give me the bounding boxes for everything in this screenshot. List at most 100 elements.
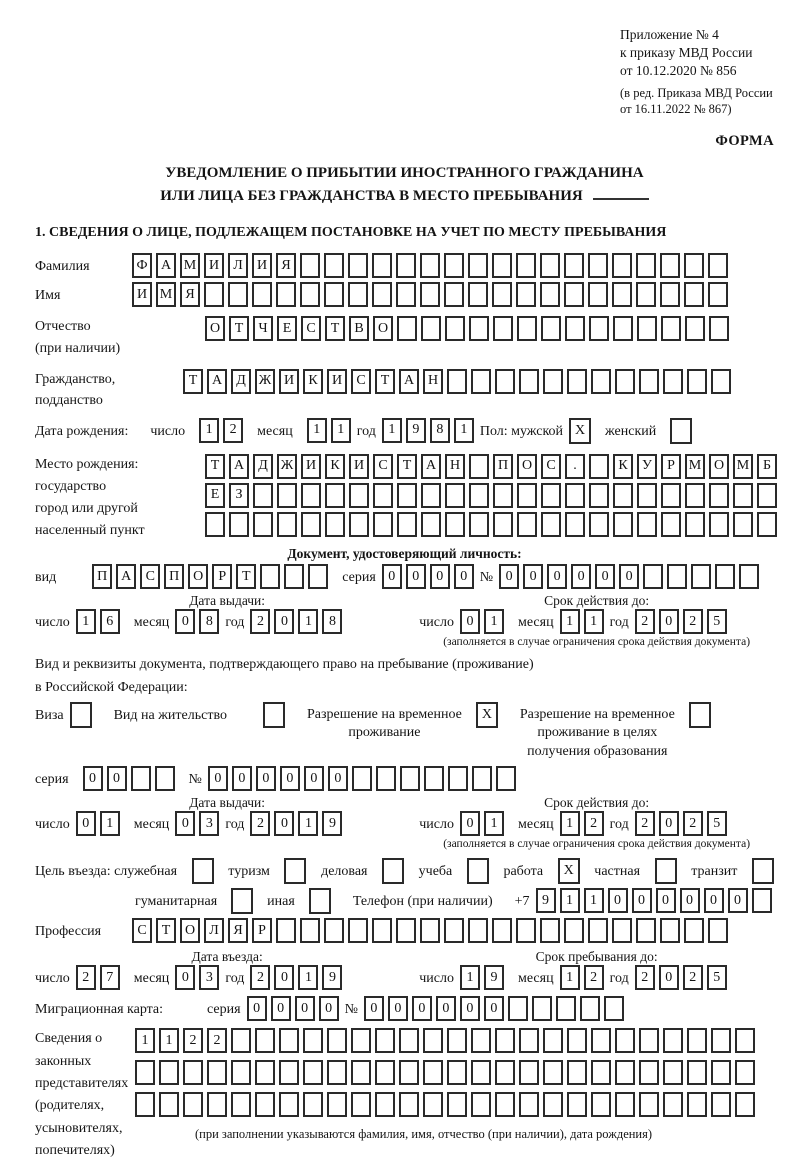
form-cell[interactable] [492, 918, 512, 944]
form-cell[interactable] [637, 316, 657, 342]
form-cell[interactable] [420, 282, 440, 308]
form-cell[interactable] [613, 482, 633, 508]
form-cell[interactable] [615, 1092, 635, 1118]
form-cell[interactable] [541, 482, 561, 508]
form-cell[interactable]: И [132, 282, 152, 308]
form-cell[interactable]: 1 [159, 1028, 179, 1054]
form-cell[interactable] [708, 918, 728, 944]
form-cell[interactable] [567, 368, 587, 394]
form-cell[interactable] [613, 511, 633, 537]
form-cell[interactable] [688, 701, 711, 728]
form-cell[interactable]: 2 [250, 965, 271, 991]
form-cell[interactable] [660, 282, 680, 308]
form-cell[interactable] [709, 511, 729, 537]
form-cell[interactable] [373, 511, 393, 537]
form-cell[interactable]: 6 [99, 609, 120, 635]
form-cell[interactable] [751, 888, 772, 914]
form-cell[interactable]: 0 [435, 996, 456, 1022]
form-cell[interactable]: 0 [459, 996, 480, 1022]
form-cell[interactable]: К [325, 453, 345, 479]
form-cell[interactable]: О [709, 453, 729, 479]
form-cell[interactable] [135, 1060, 155, 1086]
form-cell[interactable] [670, 417, 693, 444]
form-cell[interactable]: 5 [706, 811, 727, 837]
form-cell[interactable]: 7 [99, 965, 120, 991]
form-cell[interactable]: И [327, 368, 347, 394]
form-cell[interactable]: 1 [306, 417, 327, 443]
form-cell[interactable]: Д [253, 453, 273, 479]
form-cell[interactable] [327, 1028, 347, 1054]
form-cell[interactable] [739, 564, 760, 590]
representatives-row2-boxes[interactable] [135, 1060, 755, 1086]
form-cell[interactable] [531, 996, 552, 1022]
form-cell[interactable] [351, 1060, 371, 1086]
form-cell[interactable] [421, 482, 441, 508]
form-cell[interactable] [308, 888, 331, 915]
form-cell[interactable] [397, 316, 417, 342]
form-cell[interactable] [519, 1060, 539, 1086]
form-cell[interactable] [325, 511, 345, 537]
form-cell[interactable] [589, 482, 609, 508]
form-cell[interactable]: Н [445, 453, 465, 479]
form-cell[interactable] [684, 282, 704, 308]
form-cell[interactable] [579, 996, 600, 1022]
form-cell[interactable]: 0 [75, 811, 96, 837]
form-cell[interactable] [204, 282, 224, 308]
form-cell[interactable]: 1 [298, 609, 319, 635]
form-cell[interactable]: 0 [631, 888, 652, 914]
purpose-official-checkbox[interactable] [191, 858, 214, 885]
form-cell[interactable] [231, 1028, 251, 1054]
form-cell[interactable] [543, 368, 563, 394]
form-cell[interactable] [471, 368, 491, 394]
form-cell[interactable]: 0 [571, 564, 592, 590]
form-cell[interactable]: С [541, 453, 561, 479]
form-cell[interactable] [303, 1028, 323, 1054]
form-cell[interactable] [567, 1060, 587, 1086]
form-cell[interactable] [735, 1092, 755, 1118]
sex-female-checkbox[interactable] [670, 417, 693, 444]
form-cell[interactable]: И [301, 453, 321, 479]
form-cell[interactable] [301, 482, 321, 508]
sex-male-checkbox[interactable]: X [569, 417, 592, 444]
form-cell[interactable] [495, 1060, 515, 1086]
form-cell[interactable]: М [733, 453, 753, 479]
form-cell[interactable] [303, 1060, 323, 1086]
form-cell[interactable]: 0 [679, 888, 700, 914]
form-cell[interactable]: 1 [559, 888, 580, 914]
form-cell[interactable] [253, 511, 273, 537]
form-cell[interactable] [324, 918, 344, 944]
form-cell[interactable]: М [156, 282, 176, 308]
form-cell[interactable]: Т [325, 316, 345, 342]
form-cell[interactable]: 0 [658, 811, 679, 837]
form-cell[interactable] [757, 511, 777, 537]
form-cell[interactable]: 1 [330, 417, 351, 443]
form-cell[interactable] [231, 1092, 251, 1118]
form-cell[interactable] [375, 1092, 395, 1118]
form-cell[interactable]: В [349, 316, 369, 342]
form-cell[interactable] [687, 1060, 707, 1086]
form-cell[interactable] [444, 253, 464, 279]
form-cell[interactable] [643, 564, 664, 590]
form-cell[interactable] [375, 1060, 395, 1086]
form-cell[interactable] [397, 511, 417, 537]
form-cell[interactable]: И [204, 253, 224, 279]
form-cell[interactable]: И [252, 253, 272, 279]
form-cell[interactable]: С [132, 918, 152, 944]
form-cell[interactable] [715, 564, 736, 590]
form-cell[interactable]: И [349, 453, 369, 479]
form-cell[interactable]: 0 [619, 564, 640, 590]
form-cell[interactable] [663, 1028, 683, 1054]
